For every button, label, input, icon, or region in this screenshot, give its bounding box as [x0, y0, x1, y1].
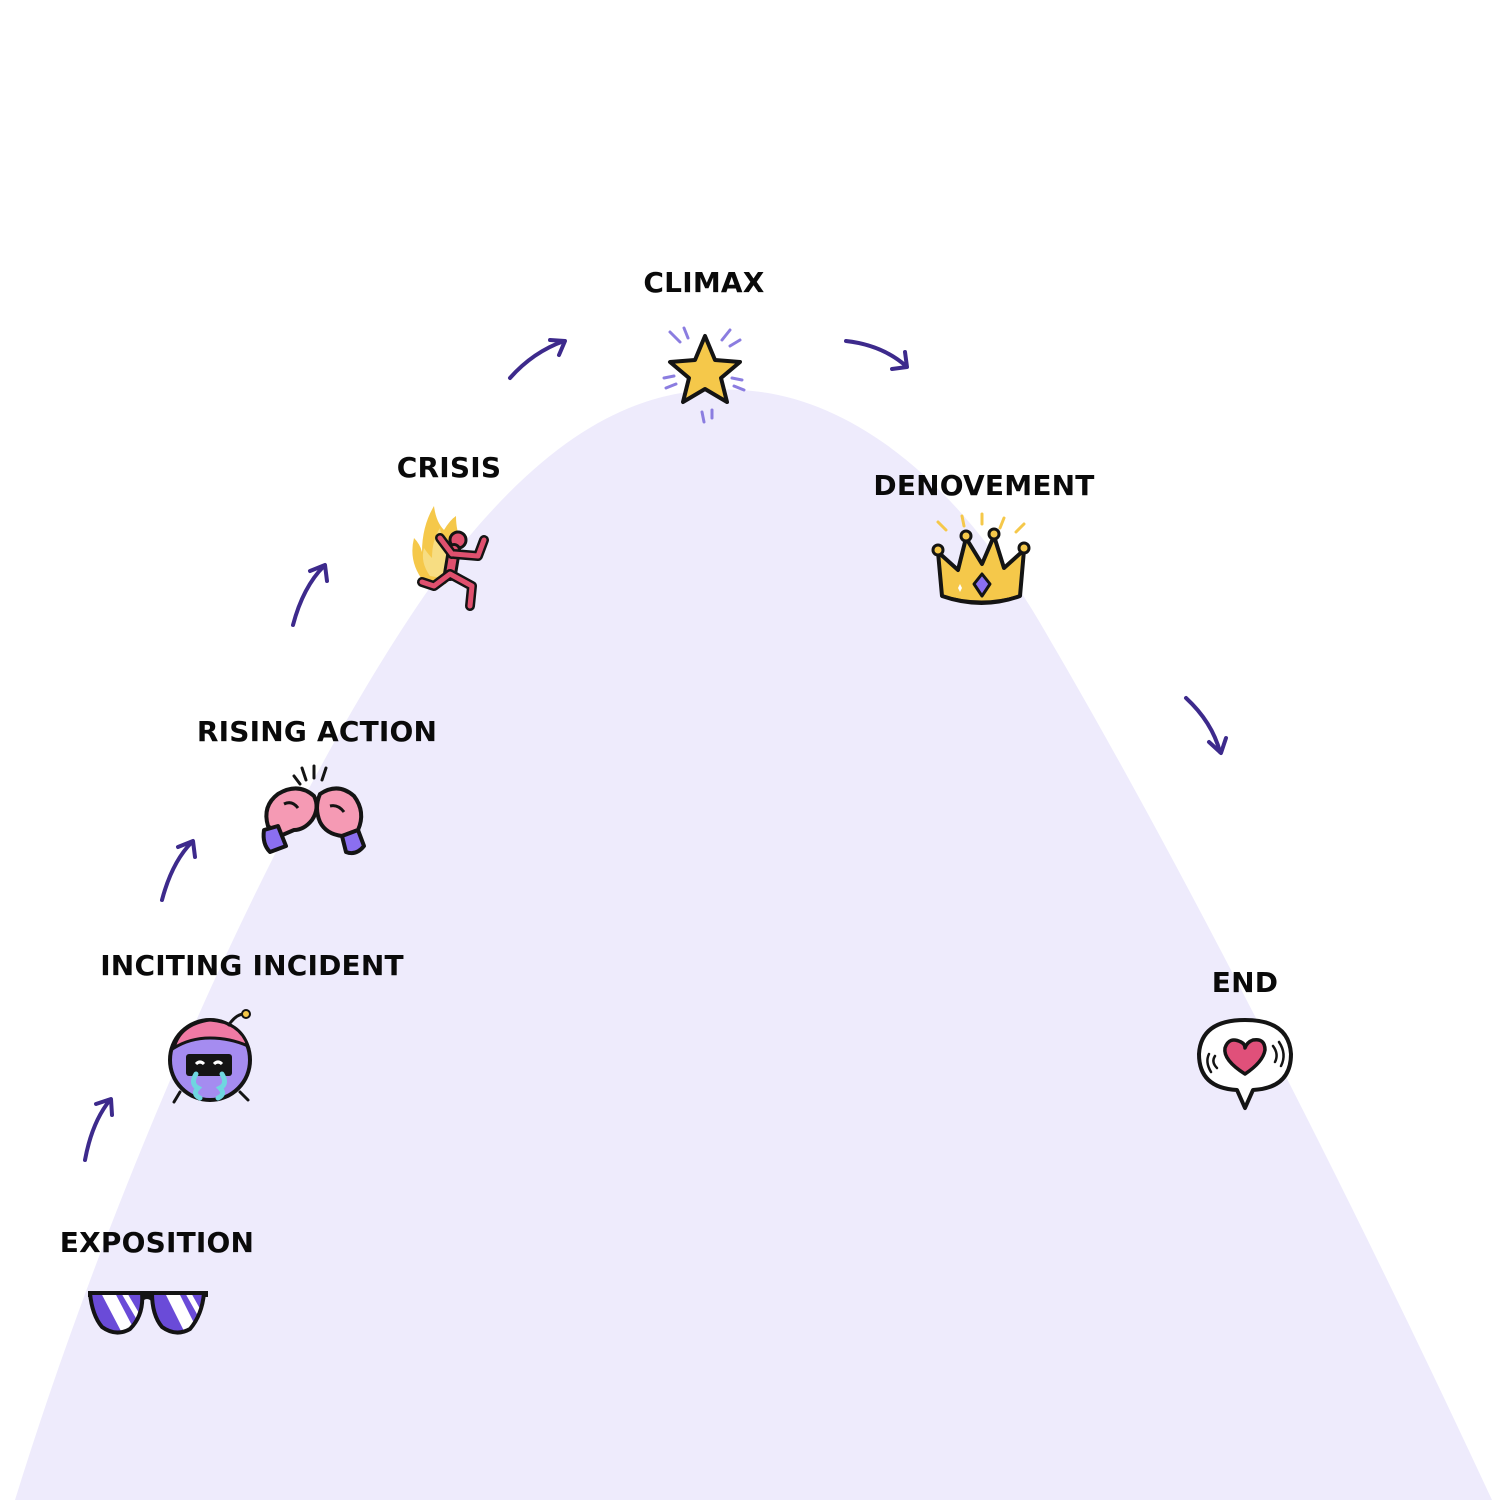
stage-label-inciting-incident: INCITING INCIDENT — [100, 949, 404, 982]
arrow-icon — [844, 339, 909, 371]
stage-label-climax: CLIMAX — [643, 266, 765, 299]
stage-label-rising-action: RISING ACTION — [196, 715, 438, 748]
crown-icon — [931, 512, 1031, 605]
crying-face-icon — [168, 1009, 252, 1104]
arrow-icon — [291, 563, 329, 627]
arrow-icon — [508, 338, 567, 380]
arrow-icon — [160, 839, 197, 902]
star-icon — [662, 326, 746, 424]
stage-label-crisis: CRISIS — [396, 451, 502, 484]
stage-label-end: END — [1211, 966, 1279, 999]
arrow-icon — [1184, 696, 1228, 755]
mountain-shape — [15, 389, 1492, 1500]
person-on-fire-icon — [412, 506, 489, 611]
boxing-gloves-icon — [261, 764, 366, 856]
arrow-icon — [83, 1097, 114, 1162]
stage-label-exposition: EXPOSITION — [59, 1226, 255, 1259]
stage-label-denouement: DENOVEMENT — [873, 469, 1095, 502]
sunglasses-icon — [88, 1291, 208, 1335]
heart-speech-bubble-icon — [1197, 1018, 1293, 1110]
